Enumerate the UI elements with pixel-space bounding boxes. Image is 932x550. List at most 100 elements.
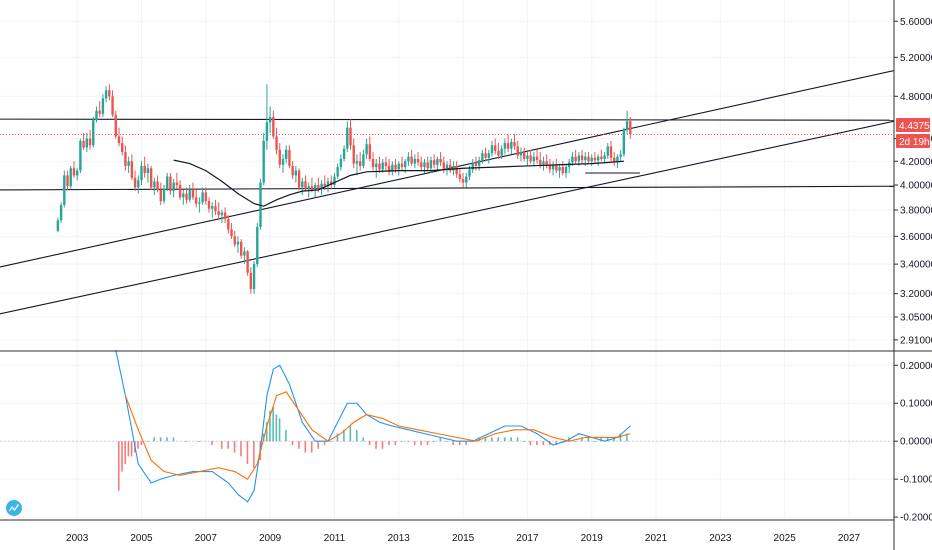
candle-body — [384, 162, 388, 166]
histogram-bar — [452, 441, 455, 445]
histogram-bar — [606, 437, 609, 442]
candle — [510, 138, 513, 155]
candle-body — [236, 241, 240, 245]
candle-body — [516, 146, 519, 156]
candle — [587, 152, 590, 164]
candle-body — [458, 174, 462, 179]
candle — [471, 158, 474, 174]
signal-line — [124, 391, 631, 480]
candle-body — [313, 185, 317, 190]
histogram-bar — [198, 441, 200, 442]
candle-body — [127, 161, 130, 166]
candle-body — [506, 143, 510, 149]
histogram-bar — [626, 433, 628, 442]
candle-body — [204, 192, 208, 202]
histogram-bar — [349, 426, 352, 442]
candle-body — [243, 251, 246, 256]
candle — [333, 173, 336, 188]
candle — [201, 187, 204, 205]
candle-body — [625, 121, 629, 130]
candle-body — [320, 183, 323, 189]
candle — [529, 149, 532, 164]
candle — [513, 134, 516, 150]
candle-body — [555, 164, 558, 171]
candle — [449, 158, 452, 174]
histogram-bar — [127, 441, 130, 457]
candle — [622, 127, 626, 157]
candle-body — [391, 164, 394, 172]
candle — [256, 222, 259, 267]
price-tick-label: 4.80000 — [900, 92, 932, 103]
candle-body — [442, 162, 445, 170]
histogram-bar — [503, 437, 506, 442]
candle — [497, 143, 500, 159]
candle-body — [529, 155, 532, 162]
candle-body — [346, 127, 349, 149]
candle-body — [239, 241, 243, 256]
time-tick-label: 2023 — [709, 533, 732, 544]
candle — [481, 149, 484, 164]
candle-body — [487, 153, 491, 158]
time-tick-label: 2021 — [645, 533, 668, 544]
candle-body — [233, 236, 236, 245]
candle — [278, 143, 281, 169]
candle — [101, 94, 105, 117]
histogram-bar — [355, 429, 358, 442]
histogram-bar — [298, 441, 300, 449]
candle-body — [281, 158, 285, 165]
histogram-bar — [600, 437, 602, 442]
current-price-label: 4.43751 — [899, 121, 932, 132]
histogram-bar — [536, 441, 538, 445]
histogram-bar — [227, 441, 229, 449]
price-tick-label: 3.40000 — [900, 260, 932, 271]
candle — [368, 136, 372, 162]
candle — [558, 163, 561, 178]
candle-body — [227, 219, 230, 230]
candle-body — [371, 158, 375, 168]
trend-line — [0, 118, 895, 121]
candle-body — [365, 144, 368, 155]
histogram-bar — [497, 437, 500, 442]
candle — [307, 182, 310, 198]
tradingview-logo-icon[interactable] — [6, 500, 22, 516]
candle — [114, 110, 117, 139]
histogram-bar — [253, 441, 255, 468]
macd-panel[interactable] — [0, 349, 894, 503]
candle — [301, 177, 304, 195]
candle-body — [317, 185, 320, 189]
moving-average-line — [173, 159, 624, 207]
candle — [239, 239, 243, 259]
candle — [600, 149, 603, 162]
histogram-bar — [593, 441, 596, 442]
candle-body — [56, 220, 60, 231]
candle — [227, 215, 230, 234]
candle — [506, 134, 510, 153]
candle — [223, 207, 227, 223]
candle — [455, 161, 458, 178]
candle — [204, 187, 208, 205]
candle — [156, 175, 159, 193]
candle — [387, 158, 391, 176]
candle — [439, 152, 442, 166]
candle — [500, 145, 503, 159]
candle-body — [172, 182, 175, 192]
macd-tick-label: 0.00000 — [900, 437, 932, 448]
histogram-bar — [323, 441, 326, 445]
candle-body — [220, 212, 224, 216]
candle — [555, 158, 558, 174]
histogram-bar — [388, 441, 390, 445]
candle — [130, 154, 134, 181]
candle-body — [159, 189, 162, 202]
time-axis[interactable]: 2003 2005 2007 2009 2011 2013 2015 2017 2019 2021… — [66, 533, 860, 544]
candle — [149, 165, 153, 190]
candle-body — [223, 212, 227, 220]
histogram-bar — [121, 441, 123, 472]
candle — [211, 202, 214, 218]
candle — [349, 119, 352, 150]
price-panel[interactable] — [0, 70, 895, 315]
candle — [484, 147, 487, 162]
